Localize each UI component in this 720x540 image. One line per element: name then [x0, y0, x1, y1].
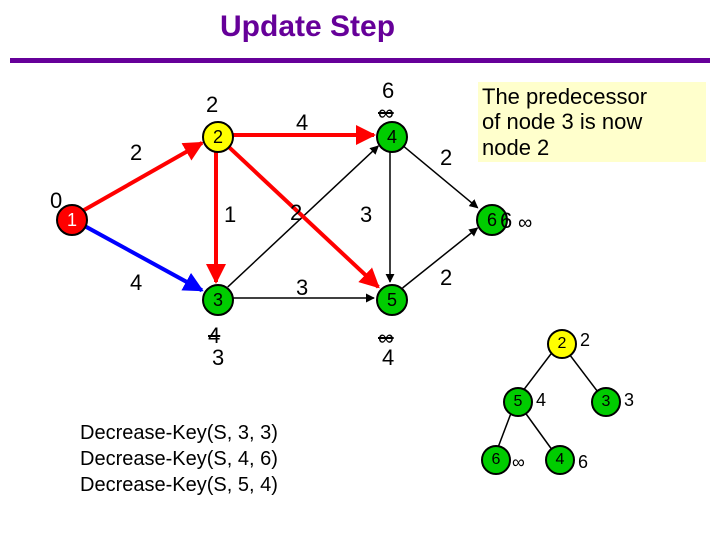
weight-n1-n2: 2	[130, 140, 142, 166]
dist-label-3: ∞	[378, 100, 394, 126]
heap-node-6: 6	[481, 445, 511, 475]
weight-n4-n5: 3	[360, 202, 372, 228]
weight-n1-n3: 4	[130, 270, 142, 296]
heap-node-3: 3	[591, 387, 621, 417]
weight-n2-n3: 1	[224, 202, 236, 228]
graph-node-5: 5	[376, 284, 408, 316]
graph-node-2: 2	[202, 121, 234, 153]
heap-node-5: 5	[503, 387, 533, 417]
dist-label-4: 6	[500, 208, 512, 234]
heap-node-2: 2	[547, 329, 577, 359]
dist-label-9: 3	[212, 345, 224, 371]
dist-label-1: 2	[206, 92, 218, 118]
weight-n3-n5: 3	[296, 275, 308, 301]
dist-label-0: 0	[50, 188, 62, 214]
op-3: Decrease-Key(S, 5, 4)	[80, 474, 278, 496]
weight-n3-n4: 2	[290, 200, 302, 226]
heap-key-1: 4	[536, 390, 546, 411]
graph-node-3: 3	[202, 284, 234, 316]
edge-n1-n2	[84, 143, 202, 210]
op-1: Decrease-Key(S, 3, 3)	[80, 422, 278, 444]
heap-key-0: 2	[580, 330, 590, 351]
weight-n5-n6: 2	[440, 265, 452, 291]
heap-key-4: 6	[578, 452, 588, 473]
heap-node-4: 4	[545, 445, 575, 475]
dist-label-5: ∞	[518, 212, 532, 235]
op-2: Decrease-Key(S, 4, 6)	[80, 448, 278, 470]
heap-key-2: 3	[624, 390, 634, 411]
weight-n2-n4: 4	[296, 110, 308, 136]
weight-n4-n6: 2	[440, 145, 452, 171]
decrease-key-ops: Decrease-Key(S, 3, 3) Decrease-Key(S, 4,…	[80, 420, 278, 498]
dist-label-7: 4	[382, 345, 394, 371]
edge-n1-n3	[84, 226, 202, 291]
heap-key-3: ∞	[512, 452, 525, 473]
